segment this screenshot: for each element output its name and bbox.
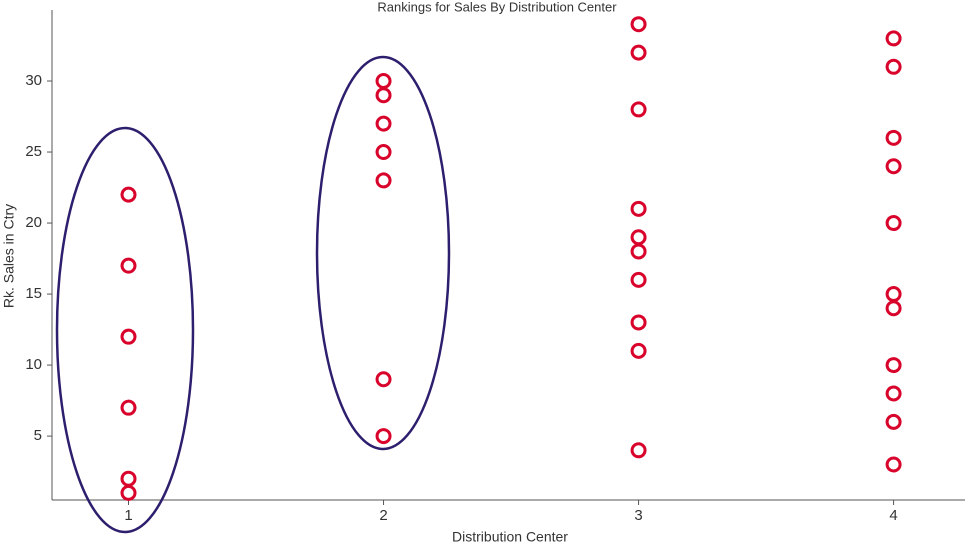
point xyxy=(885,413,902,430)
y-tick-label: 20 xyxy=(25,214,42,231)
point xyxy=(375,428,392,445)
point xyxy=(120,484,137,501)
point xyxy=(630,243,647,260)
y-tick-label: 30 xyxy=(25,72,42,89)
point xyxy=(375,73,392,90)
point xyxy=(630,271,647,288)
point xyxy=(630,342,647,359)
x-tick-label: 2 xyxy=(379,507,387,524)
point xyxy=(885,286,902,303)
y-tick-label: 5 xyxy=(34,427,42,444)
point xyxy=(885,215,902,232)
point xyxy=(885,357,902,374)
point xyxy=(885,158,902,175)
point xyxy=(885,30,902,47)
highlight-ellipse xyxy=(55,126,195,534)
point xyxy=(885,129,902,146)
y-tick-label: 25 xyxy=(25,143,42,160)
x-tick-label: 3 xyxy=(634,507,642,524)
point xyxy=(375,371,392,388)
point xyxy=(630,200,647,217)
highlight-ellipse xyxy=(315,55,451,451)
chart-title: Rankings for Sales By Distribution Cente… xyxy=(377,0,617,14)
y-axis-label: Rk. Sales in Ctry xyxy=(1,204,17,308)
x-tick-label: 1 xyxy=(124,507,132,524)
y-tick-label: 10 xyxy=(25,356,42,373)
point xyxy=(885,456,902,473)
point xyxy=(630,314,647,331)
point xyxy=(885,58,902,75)
point xyxy=(630,16,647,33)
point xyxy=(630,44,647,61)
point xyxy=(120,257,137,274)
point xyxy=(120,470,137,487)
point xyxy=(375,144,392,161)
x-axis-label: Distribution Center xyxy=(452,529,568,545)
point xyxy=(885,300,902,317)
point xyxy=(375,115,392,132)
point xyxy=(375,87,392,104)
x-tick-label: 4 xyxy=(889,507,897,524)
point xyxy=(120,186,137,203)
point xyxy=(120,328,137,345)
point xyxy=(885,385,902,402)
point xyxy=(630,442,647,459)
y-tick-label: 15 xyxy=(25,285,42,302)
point xyxy=(630,229,647,246)
point xyxy=(120,399,137,416)
point xyxy=(375,172,392,189)
point xyxy=(630,101,647,118)
